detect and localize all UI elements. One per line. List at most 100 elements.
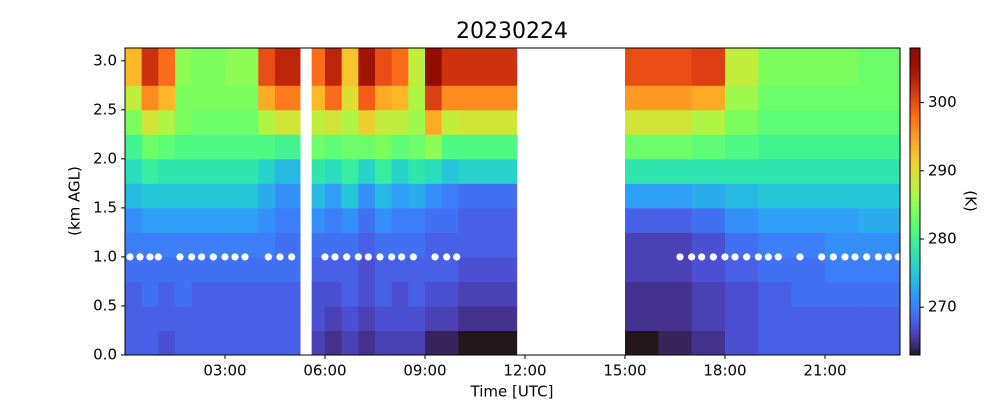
heat-cell [791, 281, 826, 307]
heat-cell [758, 281, 793, 307]
heat-cell [425, 232, 443, 258]
heat-cell [791, 207, 826, 233]
heat-cell [141, 85, 159, 111]
heat-cell [341, 109, 359, 135]
heat-cell [191, 330, 226, 356]
heat-cell [275, 281, 301, 307]
heat-cell [658, 305, 693, 331]
heat-cell [408, 256, 426, 282]
heat-cell [725, 281, 759, 307]
marker-dot [188, 253, 196, 261]
heat-cell [125, 183, 143, 209]
heat-cell [375, 85, 393, 111]
heat-cell [425, 134, 443, 160]
heat-cell [158, 134, 176, 160]
heat-cell [441, 207, 459, 233]
colorbar-tick-label: 290 [928, 161, 957, 179]
heat-cell [691, 305, 726, 331]
heat-cell [141, 48, 159, 86]
heat-cell [125, 48, 143, 86]
y-tick-label: 0.5 [93, 296, 117, 314]
heat-cell [141, 330, 159, 356]
heat-cell [158, 85, 176, 111]
heat-cell [725, 256, 759, 282]
marker-dot [388, 253, 396, 261]
heat-cell [191, 158, 226, 184]
marker-dot [688, 253, 696, 261]
heat-cell [125, 330, 143, 356]
heat-cell [141, 109, 159, 135]
heat-cell [441, 134, 459, 160]
heat-cell [325, 183, 343, 209]
marker-dot [198, 253, 206, 261]
heat-cell [458, 232, 518, 258]
heat-cell [341, 330, 359, 356]
heat-cell [625, 85, 659, 111]
heat-cell [175, 207, 193, 233]
heat-cell [758, 330, 793, 356]
plot-frame [124, 47, 901, 356]
heat-cell [341, 281, 359, 307]
heat-cell [458, 256, 518, 282]
marker-dot [884, 253, 892, 261]
heat-cell [408, 134, 426, 160]
heat-cell [758, 232, 793, 258]
heat-cell [441, 158, 459, 184]
heat-cell [325, 305, 343, 331]
heat-cell [458, 134, 518, 160]
heat-cell [758, 85, 793, 111]
heat-cell [258, 109, 276, 135]
heat-cell [658, 109, 693, 135]
heat-cell [758, 158, 793, 184]
heat-cell [275, 134, 301, 160]
heat-cell [375, 256, 393, 282]
heat-cell [225, 48, 259, 86]
heat-cell [191, 109, 226, 135]
heat-cell [325, 232, 343, 258]
heat-cell [408, 305, 426, 331]
heat-cell [691, 48, 726, 86]
heat-cell [191, 256, 226, 282]
marker-dot [409, 253, 417, 261]
heat-cell [325, 256, 343, 282]
marker-dot [176, 253, 184, 261]
heat-cell [258, 305, 276, 331]
heat-cell [391, 207, 409, 233]
heat-cell [225, 330, 259, 356]
heat-cell [441, 305, 459, 331]
heat-cell [325, 207, 343, 233]
heat-cell [441, 256, 459, 282]
marker-dot [453, 253, 461, 261]
heat-cell [341, 207, 359, 233]
y-axis-label: (km AGL) [66, 166, 84, 236]
heat-cell [691, 256, 726, 282]
heat-cell [408, 207, 426, 233]
marker-dot [136, 253, 144, 261]
heat-cell [275, 158, 301, 184]
heat-cell [225, 281, 259, 307]
heat-cell [341, 158, 359, 184]
heat-cell [175, 183, 193, 209]
heat-cell [425, 207, 443, 233]
x-tick-label: 15:00 [603, 362, 646, 380]
heat-cell [391, 183, 409, 209]
heat-cell [125, 109, 143, 135]
heat-cell [758, 183, 793, 209]
heat-cell [141, 183, 159, 209]
heat-cell [311, 85, 326, 111]
heat-cell [141, 134, 159, 160]
heat-cell [625, 109, 659, 135]
heat-cell [858, 48, 901, 86]
heat-cell [325, 85, 343, 111]
marker-dot [154, 253, 162, 261]
heat-cell [825, 158, 859, 184]
heat-cell [425, 109, 443, 135]
heat-cell [441, 48, 459, 86]
heat-cell [758, 207, 793, 233]
heat-cell [358, 330, 376, 356]
heat-cell [408, 48, 426, 86]
marker-dot [264, 253, 272, 261]
heat-cell [125, 158, 143, 184]
heat-cell [791, 232, 826, 258]
